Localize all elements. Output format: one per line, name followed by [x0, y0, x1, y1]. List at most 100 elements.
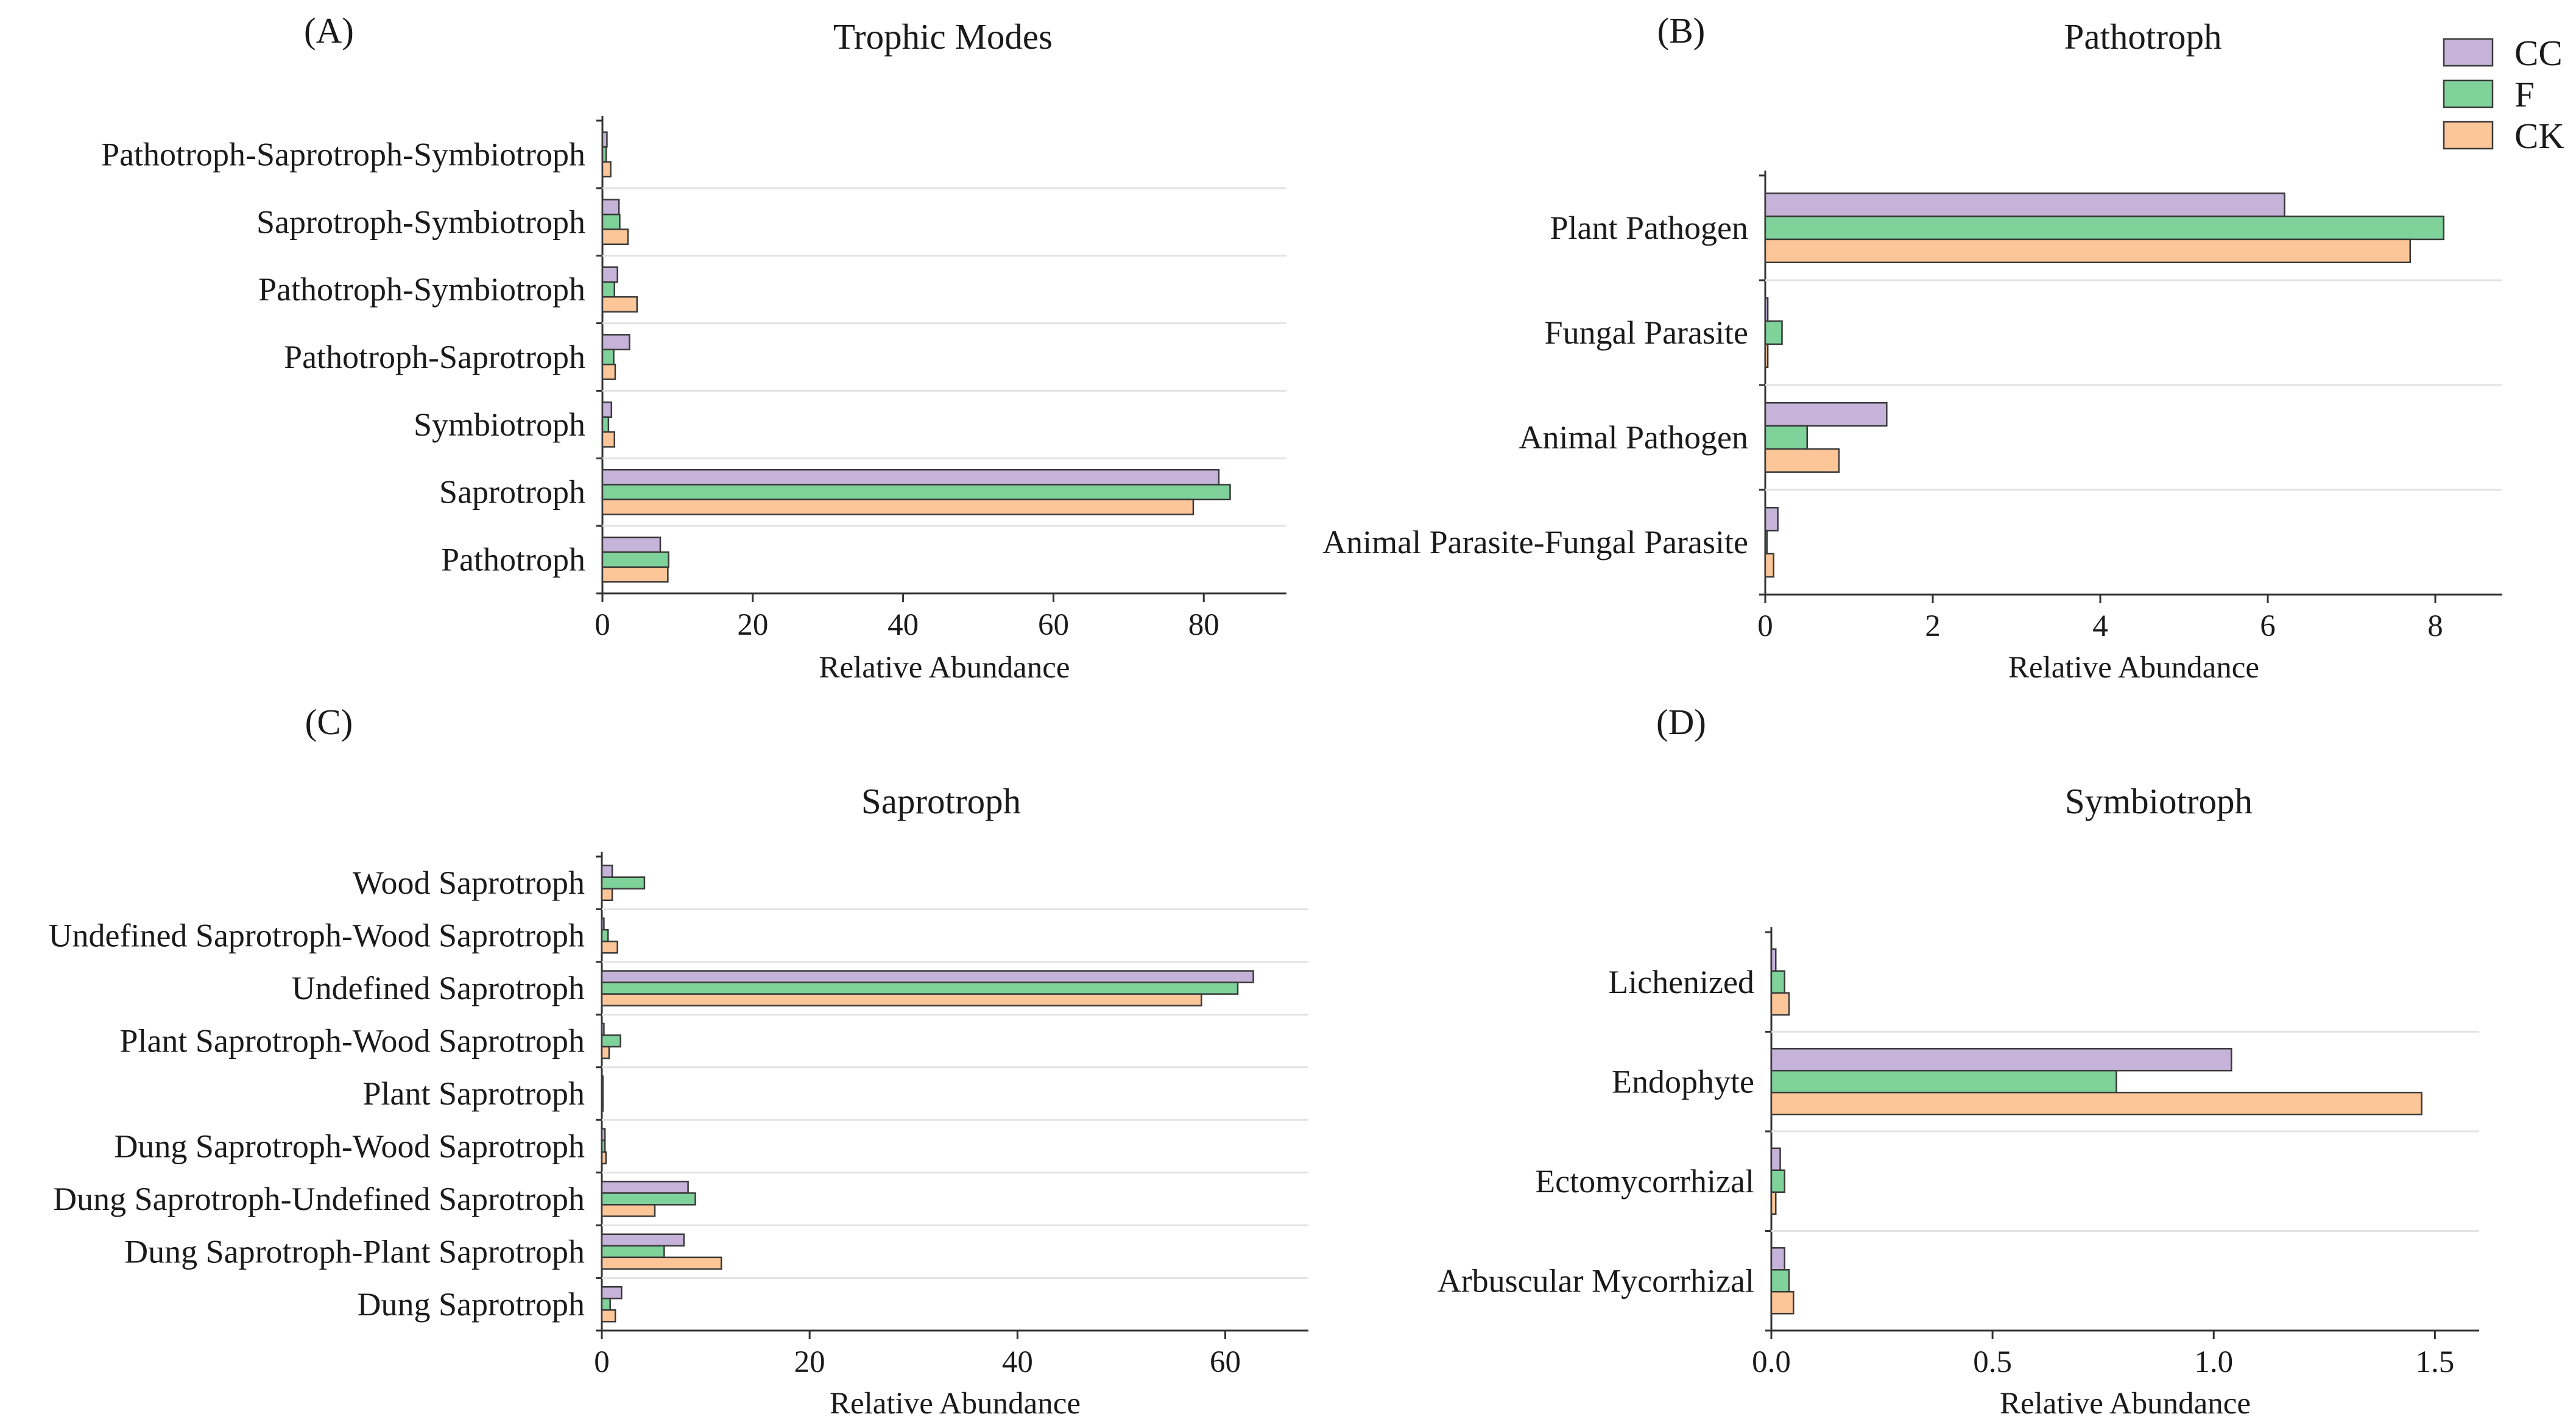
- category-label-pathotroph: Pathotroph: [441, 542, 585, 578]
- bar-f-animal-parasite-fungal-parasite: [1764, 529, 1768, 555]
- bar-cc-undefined-saprotroph: [601, 970, 1254, 983]
- category-label-dung-saprotroph-undefined-saprotroph: Dung Saprotroph-Undefined Saprotroph: [53, 1181, 585, 1217]
- bar-ck-pathotroph-saprotroph-symbiotroph: [601, 161, 612, 178]
- x-axis-title: Relative Abundance: [819, 651, 1070, 685]
- bar-f-dung-saprotroph: [601, 1298, 611, 1311]
- category-label-animal-parasite-fungal-parasite: Animal Parasite-Fungal Parasite: [1322, 524, 1748, 560]
- bar-ck-plant-saprotroph-wood-saprotroph: [601, 1045, 610, 1059]
- x-tick-label: 80: [1188, 608, 1219, 642]
- bar-cc-fungal-parasite: [1764, 297, 1769, 322]
- category-label-dung-saprotroph: Dung Saprotroph: [358, 1286, 585, 1323]
- category-label-symbiotroph: Symbiotroph: [414, 406, 585, 443]
- bar-f-dung-saprotroph-undefined-saprotroph: [601, 1192, 696, 1206]
- bar-ck-arbuscular-mycorrhizal: [1770, 1290, 1794, 1315]
- bar-ck-plant-pathogen: [1764, 238, 2411, 264]
- bar-ck-wood-saprotroph: [601, 888, 613, 901]
- panel-label: (C): [305, 702, 353, 742]
- bar-cc-ectomycorrhizal: [1770, 1147, 1781, 1172]
- bar-f-pathotroph-saprotroph-symbiotroph: [601, 146, 607, 163]
- chart-title: Saprotroph: [861, 781, 1021, 821]
- x-tick-label: 1.5: [2416, 1345, 2455, 1379]
- x-tick-label: 0: [595, 608, 610, 642]
- panel-b: (B) Pathotroph Plant Pathogen Fungal Parasi…: [1322, 10, 2502, 685]
- bar-f-plant-pathogen: [1764, 215, 2444, 241]
- bar-cc-symbiotroph: [601, 401, 613, 418]
- chart-title: Symbiotroph: [2065, 781, 2253, 821]
- category-label-dung-saprotroph-wood-saprotroph: Dung Saprotroph-Wood Saprotroph: [114, 1128, 585, 1164]
- bar-f-fungal-parasite: [1764, 320, 1783, 345]
- bar-f-undefined-saprotroph-wood-saprotroph: [601, 928, 609, 942]
- x-tick-label: 60: [1038, 608, 1069, 642]
- bar-cc-plant-saprotroph-wood-saprotroph: [601, 1022, 605, 1036]
- bar-ck-symbiotroph: [601, 431, 615, 448]
- x-tick-label: 0: [1757, 609, 1773, 643]
- bar-ck-animal-parasite-fungal-parasite: [1764, 553, 1774, 578]
- x-tick-label: 2: [1925, 609, 1941, 643]
- category-label-saprotroph: Saprotroph: [439, 474, 585, 511]
- category-label-plant-pathogen: Plant Pathogen: [1550, 210, 1748, 246]
- bar-cc-saprotroph-symbiotroph: [601, 199, 620, 216]
- panel-a: (A) Trophic Modes Pathotroph-Saprotroph-Sy…: [101, 10, 1286, 685]
- category-label-pathotroph-saprotroph-symbiotroph: Pathotroph-Saprotroph-Symbiotroph: [101, 136, 585, 172]
- x-axis-title: Relative Abundance: [830, 1387, 1081, 1421]
- x-axis-title: Relative Abundance: [2008, 651, 2259, 685]
- bar-cc-pathotroph-saprotroph: [601, 334, 630, 351]
- bar-cc-plant-pathogen: [1764, 192, 2285, 217]
- bar-f-symbiotroph: [601, 416, 610, 433]
- bar-f-undefined-saprotroph: [601, 981, 1239, 995]
- x-tick-label: 4: [2092, 609, 2108, 643]
- bar-ck-animal-pathogen: [1764, 448, 1840, 473]
- bar-f-animal-pathogen: [1764, 425, 1808, 450]
- category-label-pathotroph-saprotroph: Pathotroph-Saprotroph: [284, 339, 585, 375]
- bar-cc-dung-saprotroph-undefined-saprotroph: [601, 1181, 689, 1194]
- bar-cc-dung-saprotroph-plant-saprotroph: [601, 1233, 685, 1247]
- panel-d: (D) Symbiotroph Lichenized Endophyte Ectomyc…: [1438, 702, 2479, 1421]
- bar-ck-lichenized: [1770, 992, 1790, 1016]
- x-tick-label: 0.5: [1973, 1345, 2012, 1379]
- bar-f-plant-saprotroph-wood-saprotroph: [601, 1034, 621, 1048]
- bar-f-dung-saprotroph-wood-saprotroph: [601, 1139, 606, 1153]
- bar-ck-undefined-saprotroph-wood-saprotroph: [601, 940, 618, 954]
- panel-label: (A): [304, 10, 354, 51]
- bar-ck-ectomycorrhizal: [1770, 1191, 1777, 1215]
- legend-label-ck: CK: [2514, 116, 2564, 156]
- legend-swatch-ck: [2443, 121, 2494, 150]
- x-tick-label: 6: [2260, 609, 2276, 643]
- bar-ck-pathotroph-saprotroph: [601, 363, 616, 380]
- bar-ck-dung-saprotroph-undefined-saprotroph: [601, 1204, 656, 1217]
- bar-f-saprotroph-symbiotroph: [601, 213, 621, 230]
- x-tick-label: 40: [1002, 1345, 1033, 1379]
- legend-swatch-cc: [2443, 38, 2494, 67]
- x-tick-label: 60: [1210, 1345, 1241, 1379]
- category-label-saprotroph-symbiotroph: Saprotroph-Symbiotroph: [256, 203, 585, 240]
- bar-cc-animal-parasite-fungal-parasite: [1764, 506, 1779, 532]
- chart-title: Trophic Modes: [833, 16, 1053, 57]
- bar-cc-saprotroph: [601, 469, 1220, 486]
- x-tick-label: 40: [887, 608, 919, 642]
- legend-label-cc: CC: [2514, 33, 2563, 73]
- bar-ck-pathotroph-symbiotroph: [601, 296, 638, 313]
- bar-cc-dung-saprotroph: [601, 1286, 623, 1299]
- bar-ck-plant-saprotroph: [601, 1098, 604, 1112]
- panel-label: (B): [1657, 10, 1706, 51]
- x-tick-label: 20: [737, 608, 768, 642]
- legend-swatch-f: [2443, 79, 2494, 108]
- bar-cc-dung-saprotroph-wood-saprotroph: [601, 1128, 606, 1142]
- category-label-arbuscular-mycorrhizal: Arbuscular Mycorrhizal: [1438, 1262, 1754, 1299]
- category-label-endophyte: Endophyte: [1612, 1063, 1754, 1100]
- bar-cc-pathotroph-symbiotroph: [601, 266, 618, 283]
- bar-ck-endophyte: [1770, 1091, 2422, 1116]
- bar-ck-dung-saprotroph: [601, 1309, 616, 1323]
- x-axis-title: Relative Abundance: [2000, 1387, 2251, 1421]
- bar-ck-pathotroph: [601, 566, 669, 583]
- category-label-animal-pathogen: Animal Pathogen: [1519, 419, 1748, 456]
- x-tick-label: 8: [2427, 609, 2443, 643]
- legend: CC F CK: [2443, 33, 2564, 156]
- x-tick-label: 1.0: [2194, 1345, 2233, 1379]
- legend-label-f: F: [2514, 74, 2535, 115]
- category-label-lichenized: Lichenized: [1608, 964, 1754, 1000]
- bar-cc-pathotroph-saprotroph-symbiotroph: [601, 131, 608, 148]
- bar-f-arbuscular-mycorrhizal: [1770, 1269, 1790, 1293]
- bar-ck-dung-saprotroph-wood-saprotroph: [601, 1151, 607, 1165]
